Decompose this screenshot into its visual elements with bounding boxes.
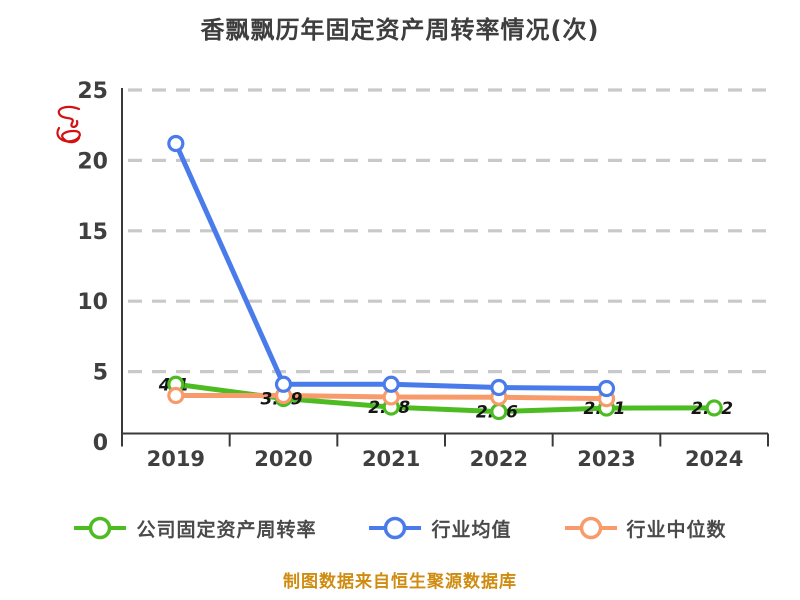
chart-title: 香飘飘历年固定资产周转率情况(次) <box>200 16 600 44</box>
legend-label: 公司固定资产周转率 <box>136 518 317 541</box>
x-axis-tick-label: 2020 <box>254 447 312 471</box>
legend-label: 行业中位数 <box>626 518 727 541</box>
chart-legend: 公司固定资产周转率 行业均值 行业中位数 <box>0 514 800 542</box>
data-point-marker <box>490 402 508 421</box>
data-point-marker <box>490 378 508 397</box>
red-scribble-watermark <box>56 105 81 144</box>
data-point-marker <box>274 375 293 393</box>
x-axis-tick-label: 2019 <box>147 447 205 471</box>
y-axis-tick-label: 15 <box>77 220 108 245</box>
data-point-marker <box>167 134 185 153</box>
x-axis-tick-label: 2022 <box>470 447 528 471</box>
legend-item-industry-median[interactable]: 行业中位数 <box>564 514 727 542</box>
data-point-marker <box>705 399 723 417</box>
data-point-marker <box>167 386 185 405</box>
x-axis-tick-label: 2023 <box>577 447 635 471</box>
legend-marker-blue-icon <box>369 516 422 540</box>
y-axis-tick-label: 25 <box>77 79 108 104</box>
y-axis-tick-label: 5 <box>93 361 108 386</box>
data-source-note: 制图数据来自恒生聚源数据库 <box>283 572 517 592</box>
legend-item-industry-mean[interactable]: 行业均值 <box>368 514 511 542</box>
x-axis-tick-label: 2021 <box>362 447 420 471</box>
data-point-marker <box>382 375 400 393</box>
series-line-1 <box>173 141 609 391</box>
legend-marker-green-icon <box>74 516 127 540</box>
y-axis-tick-label: 20 <box>77 149 108 174</box>
data-point-marker <box>597 379 616 398</box>
y-axis-tick-label: 0 <box>93 431 108 456</box>
y-axis-tick-label: 10 <box>77 290 108 315</box>
legend-item-company-turnover[interactable]: 公司固定资产周转率 <box>73 514 316 542</box>
legend-marker-orange-icon <box>564 516 617 540</box>
x-axis-tick-label: 2024 <box>685 447 743 471</box>
legend-label: 行业均值 <box>431 518 512 541</box>
